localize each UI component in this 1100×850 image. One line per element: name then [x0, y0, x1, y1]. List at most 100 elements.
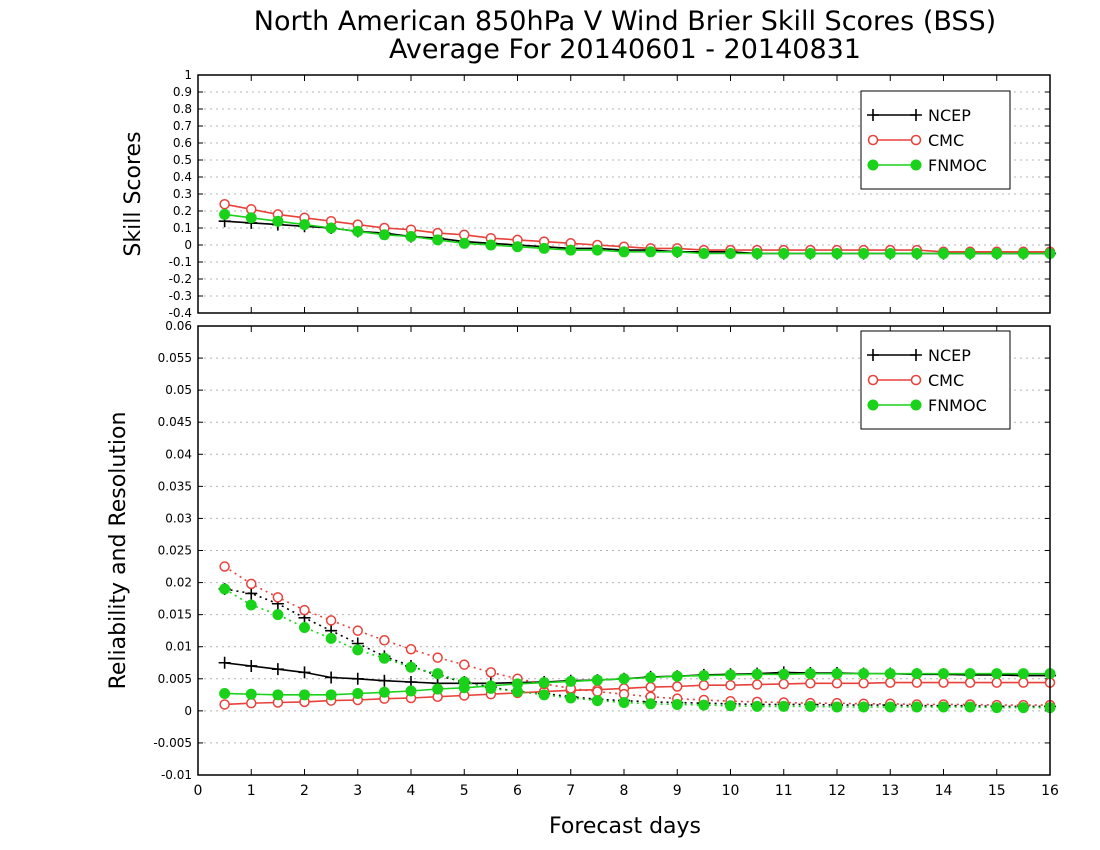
skill-scores-panel: -0.4 -0.3 -0.2 -0.1 0 0.1 0.2 0.3 0.4 0.5 0.6 0.7 0.… — [121, 68, 1056, 320]
data-point-cmc — [219, 198, 230, 210]
data-point-fnmoc — [884, 701, 896, 713]
data-point-fnmoc — [405, 231, 417, 242]
y-tick-label: 0.5 — [173, 153, 192, 167]
data-point-ncep — [378, 674, 391, 687]
data-point-fnmoc — [778, 700, 790, 712]
legend-marker-fnmoc — [867, 159, 879, 171]
data-point-fnmoc — [245, 599, 257, 611]
legend-marker-cmc — [910, 134, 922, 146]
data-point-cmc — [352, 625, 363, 636]
data-point-fnmoc — [219, 688, 231, 700]
legend-marker-ncep — [867, 349, 879, 361]
legend-marker-fnmoc — [867, 399, 879, 411]
data-point-cmc — [485, 667, 497, 678]
data-point-fnmoc — [645, 246, 657, 258]
data-point-fnmoc — [911, 668, 923, 680]
y-tick-label: 0.3 — [173, 187, 192, 201]
data-point-cmc — [246, 578, 257, 590]
y-tick-label: 0.8 — [173, 102, 192, 116]
data-point-cmc — [219, 561, 230, 572]
series-ncep-dotted — [218, 582, 1056, 713]
y-tick-label: 0.01 — [165, 640, 192, 654]
data-point-cmc — [805, 678, 816, 689]
legend-marker-ncep — [910, 109, 922, 121]
data-point-fnmoc — [272, 215, 284, 227]
chart-title-line2: Average For 20140601 - 20140831 — [389, 34, 861, 65]
data-point-fnmoc — [964, 701, 976, 713]
data-point-fnmoc — [671, 246, 683, 258]
legend-label-fnmoc: FNMOC — [928, 396, 987, 415]
y-tick-label: 0.05 — [165, 383, 192, 397]
data-point-fnmoc — [725, 248, 736, 259]
data-point-fnmoc — [751, 668, 763, 680]
data-point-cmc — [405, 644, 417, 655]
legend-label-cmc: CMC — [928, 371, 964, 390]
data-point-fnmoc — [299, 219, 310, 231]
legend-marker-ncep — [867, 109, 879, 121]
y-tick-label: 0.9 — [173, 85, 192, 99]
data-point-ncep — [325, 671, 338, 684]
x-tick-label: 7 — [566, 783, 575, 799]
data-point-fnmoc — [991, 702, 1003, 714]
data-point-fnmoc — [858, 248, 870, 259]
data-point-fnmoc — [591, 244, 603, 256]
data-point-fnmoc — [432, 683, 444, 695]
data-point-fnmoc — [831, 701, 843, 713]
data-point-fnmoc — [512, 241, 523, 253]
data-point-fnmoc — [432, 234, 444, 246]
y-tick-label: 1 — [184, 68, 192, 82]
data-point-fnmoc — [219, 583, 231, 595]
data-point-cmc — [938, 677, 949, 688]
data-point-fnmoc — [565, 675, 577, 687]
data-point-fnmoc — [831, 668, 843, 680]
plot-frame — [197, 74, 1051, 314]
legend-marker-cmc — [867, 134, 879, 146]
y-tick-label: 0.06 — [165, 319, 192, 333]
data-point-fnmoc — [725, 700, 736, 712]
data-point-fnmoc — [858, 668, 870, 680]
x-tick-label: 4 — [407, 783, 416, 799]
data-point-fnmoc — [938, 248, 949, 259]
y-tick-label: 0 — [184, 704, 192, 718]
y-tick-label: 0.1 — [173, 221, 192, 235]
data-point-fnmoc — [325, 222, 337, 234]
data-point-fnmoc — [378, 652, 390, 664]
data-point-fnmoc — [1017, 702, 1029, 714]
legend: NCEP CMC FNMOC — [860, 330, 1011, 430]
data-point-fnmoc — [938, 701, 949, 713]
data-point-fnmoc — [512, 686, 523, 698]
x-tick-label: 16 — [1041, 783, 1059, 799]
data-point-cmc — [1018, 677, 1029, 688]
y-tick-label: 0.045 — [158, 415, 192, 429]
data-point-ncep — [271, 663, 284, 676]
data-point-fnmoc — [804, 668, 816, 680]
series-line-cmc — [224, 565, 1050, 706]
y-tick-label: 0.02 — [165, 576, 192, 590]
series-fnmoc-solid — [219, 208, 1056, 259]
data-point-fnmoc — [991, 248, 1003, 259]
data-point-fnmoc — [325, 632, 337, 644]
series-line-ncep — [224, 220, 1050, 255]
y-tick-label: -0.3 — [169, 289, 192, 303]
data-point-fnmoc — [299, 621, 310, 633]
data-point-fnmoc — [432, 668, 444, 680]
data-point-ncep — [245, 659, 258, 672]
x-tick-label: 12 — [828, 783, 846, 799]
y-tick-label: 0 — [184, 238, 192, 252]
x-tick-label: 6 — [513, 783, 522, 799]
series-fnmoc-dotted — [219, 583, 1056, 714]
y-tick-label: 0.015 — [158, 608, 192, 622]
data-point-fnmoc — [219, 208, 231, 220]
y-tick-label: 0.7 — [173, 119, 192, 133]
y-axis-label: Skill Scores — [121, 131, 146, 256]
data-point-cmc — [592, 686, 603, 697]
data-point-fnmoc — [778, 248, 790, 259]
data-point-fnmoc — [565, 244, 577, 256]
data-point-fnmoc — [378, 229, 390, 241]
data-point-fnmoc — [591, 674, 603, 686]
x-tick-label: 1 — [247, 783, 256, 799]
legend-marker-cmc — [910, 374, 922, 386]
data-point-fnmoc — [911, 248, 923, 259]
